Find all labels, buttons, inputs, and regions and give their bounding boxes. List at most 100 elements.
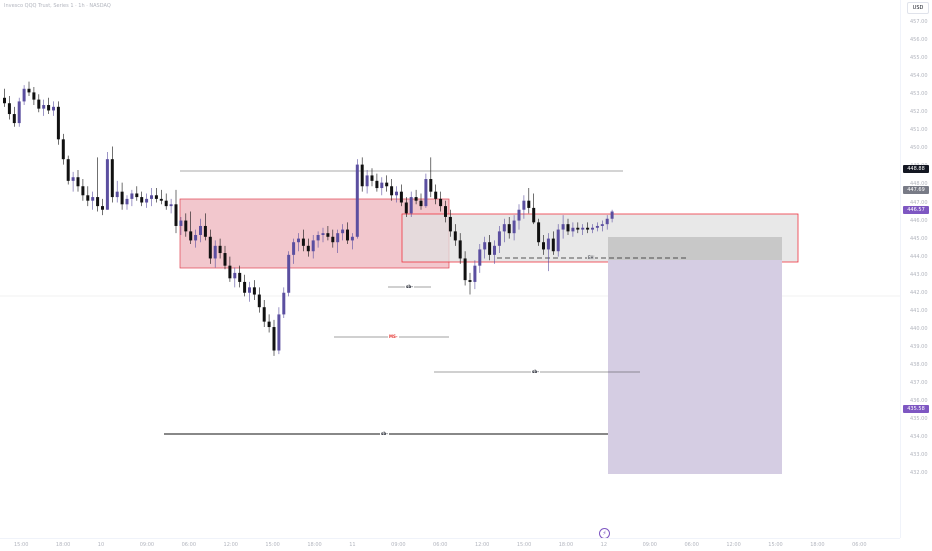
candle: [605, 215, 609, 230]
candle: [262, 299, 266, 328]
symbol-title[interactable]: Invesco QQQ Trust, Series 1 · 1h · NASDA…: [4, 3, 111, 9]
candle: [164, 193, 168, 210]
candle: [419, 193, 423, 210]
candle-body: [213, 245, 217, 259]
candle: [17, 97, 21, 127]
candle: [47, 97, 51, 115]
candle: [120, 182, 124, 210]
candle: [556, 224, 560, 257]
time-tick: 06:00: [852, 542, 867, 548]
candle: [189, 211, 193, 245]
candle-body: [120, 191, 124, 205]
candle: [52, 101, 55, 116]
candle: [375, 173, 379, 192]
price-badge: 435.58: [903, 404, 929, 413]
candle: [576, 222, 580, 234]
time-tick: 18:00: [307, 542, 322, 548]
price-tick: 448.00: [910, 181, 928, 188]
price-tick: 452.00: [910, 109, 928, 116]
price-tick: 433.00: [910, 452, 928, 459]
candle-body: [380, 182, 384, 189]
price-axis[interactable]: 457.00 456.00 455.00 454.00 453.00 452.00 451.…: [900, 0, 932, 538]
position-target-zone[interactable]: [608, 259, 782, 474]
candle: [159, 189, 163, 205]
candle: [429, 157, 433, 198]
candle-body: [292, 242, 296, 255]
candle: [184, 213, 188, 237]
candle-body: [507, 224, 511, 234]
candle: [311, 234, 315, 259]
candle-body: [517, 209, 521, 221]
candle: [591, 224, 594, 234]
candle: [512, 215, 516, 241]
price-chart[interactable]: [0, 0, 900, 538]
candle-body: [458, 240, 462, 259]
candle: [336, 229, 340, 254]
candle: [610, 209, 614, 223]
candle: [395, 186, 398, 203]
candle-body: [341, 229, 345, 234]
time-axis[interactable]: 15:00 18:00 10 09:00 06:00 12:00 15:00 18:00 11 0…: [0, 538, 900, 551]
position-stop-zone[interactable]: [608, 237, 782, 260]
time-tick: 18:00: [55, 542, 71, 548]
candle: [488, 234, 492, 261]
candle-body: [576, 227, 580, 230]
candle: [542, 234, 545, 255]
price-tick: 447.00: [910, 199, 928, 206]
candle-body: [527, 200, 531, 208]
time-tick: 12:00: [726, 542, 741, 548]
candle-body: [390, 186, 394, 196]
candle: [292, 238, 296, 264]
candle: [91, 191, 95, 210]
candle-body: [488, 242, 492, 255]
time-tick: 18:00: [810, 542, 825, 548]
candle-body: [463, 258, 467, 281]
candle: [208, 229, 212, 264]
price-tick: 453.00: [910, 91, 928, 98]
candle: [581, 224, 585, 235]
candle-body: [17, 101, 21, 124]
candle-body: [71, 177, 75, 181]
candle: [96, 157, 100, 212]
candle: [213, 240, 217, 268]
candle: [444, 200, 447, 223]
candle: [218, 238, 222, 259]
candle: [287, 251, 291, 297]
candle: [76, 170, 80, 192]
price-tick: 454.00: [910, 73, 928, 80]
candle-body: [399, 191, 403, 203]
chart-pane[interactable]: Invesco QQQ Trust, Series 1 · 1h · NASDA…: [0, 0, 900, 538]
candle-body: [12, 114, 16, 124]
candle: [355, 159, 359, 239]
candle-body: [282, 292, 286, 315]
ms-label: MS-: [388, 334, 399, 339]
currency-button[interactable]: USD: [907, 2, 929, 14]
candle: [135, 186, 139, 201]
candle-body: [194, 234, 198, 241]
candle: [502, 218, 506, 243]
candle-body: [493, 245, 496, 255]
candle: [473, 260, 477, 290]
candle-body: [145, 198, 149, 203]
candle-body: [586, 227, 590, 230]
time-tick: 15:00: [768, 542, 783, 548]
candle-body: [551, 238, 555, 252]
candle: [522, 195, 526, 219]
price-tick: 443.00: [910, 271, 928, 278]
candle-body: [331, 236, 335, 243]
candle-body: [478, 249, 482, 266]
price-tick: 438.00: [910, 361, 928, 368]
candle-body: [385, 182, 389, 187]
candle: [527, 188, 531, 214]
candle: [600, 220, 604, 232]
time-tick: 12:00: [474, 542, 490, 548]
replay-icon[interactable]: ⚡: [599, 528, 610, 538]
candle-body: [140, 197, 144, 203]
candle-body: [355, 164, 359, 237]
candle: [101, 198, 104, 216]
candle: [194, 229, 198, 248]
candle: [326, 225, 330, 241]
candle: [42, 99, 46, 116]
candle-body: [238, 272, 242, 282]
candle-body: [272, 327, 276, 351]
